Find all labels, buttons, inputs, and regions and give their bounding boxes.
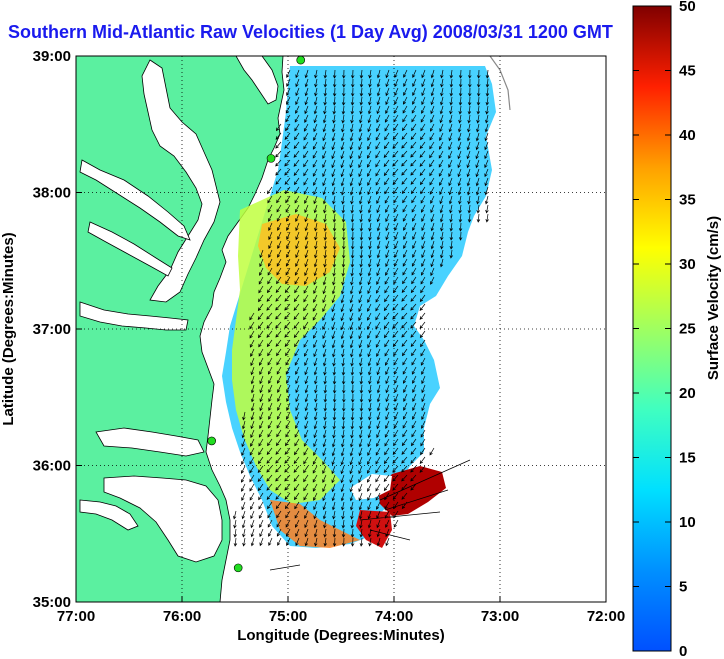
y-tick-label: 39:00 (33, 48, 71, 65)
station-marker (296, 56, 306, 65)
x-tick-label: 74:00 (375, 608, 413, 625)
y-axis-ticks: 39:00 38:00 37:00 36:00 35:00 (33, 48, 82, 611)
map-title: Southern Mid-Atlantic Raw Velocities (1 … (8, 22, 613, 42)
rappahannock-river (87, 221, 173, 277)
velocity-arrows (232, 69, 490, 571)
station-marker (266, 154, 276, 163)
map-layer (76, 56, 606, 602)
chesapeake-bay (141, 59, 221, 303)
y-axis-label: Latitude (Degrees:Minutes) (0, 232, 17, 425)
pamlico-river (79, 499, 139, 531)
colorbar-label: Surface Velocity (cm/s) (705, 216, 722, 380)
grid-lines (76, 56, 606, 602)
velocity-south-zone (270, 500, 360, 548)
velocity-gap (350, 474, 392, 500)
potomac-river (79, 159, 191, 241)
colorbar-tick-label: 30 (679, 256, 696, 273)
x-tick-label: 77:00 (57, 608, 95, 625)
x-tick-label: 76:00 (163, 608, 201, 625)
y-tick-label: 35:00 (33, 594, 71, 611)
y-tick-label: 37:00 (33, 321, 71, 338)
arrow-paths (232, 69, 490, 571)
x-tick-label: 72:00 (587, 608, 625, 625)
albemarle-sound (95, 427, 205, 457)
x-axis-label: Longitude (Degrees:Minutes) (237, 627, 445, 644)
nj-coast (489, 56, 511, 111)
colorbar-tick-label: 0 (679, 643, 687, 659)
colorbar-tick-label: 40 (679, 127, 696, 144)
delaware-bay (235, 56, 279, 105)
colorbar (632, 5, 672, 652)
x-tick-label: 73:00 (481, 608, 519, 625)
colorbar-tick-label: 15 (679, 450, 696, 467)
y-tick-label: 38:00 (33, 185, 71, 202)
colorbar-tick-label: 20 (679, 385, 696, 402)
colorbar-tick-label: 25 (679, 321, 696, 338)
station-marker (207, 436, 216, 446)
y-tick-label: 36:00 (33, 458, 71, 475)
colorbar-tick-label: 45 (679, 63, 696, 80)
x-tick-label: 75:00 (269, 608, 307, 625)
colorbar-tick-label: 10 (679, 514, 696, 531)
colorbar-tick-label: 50 (679, 0, 696, 15)
station-markers (207, 56, 306, 573)
station-marker (233, 563, 243, 573)
colorbar-tick-label: 35 (679, 192, 696, 209)
colorbar-tick-label: 5 (679, 579, 687, 596)
x-axis-ticks: 77:00 76:00 75:00 74:00 73:00 72:00 (57, 596, 625, 625)
pamlico-sound (103, 475, 223, 563)
james-river (79, 301, 189, 331)
